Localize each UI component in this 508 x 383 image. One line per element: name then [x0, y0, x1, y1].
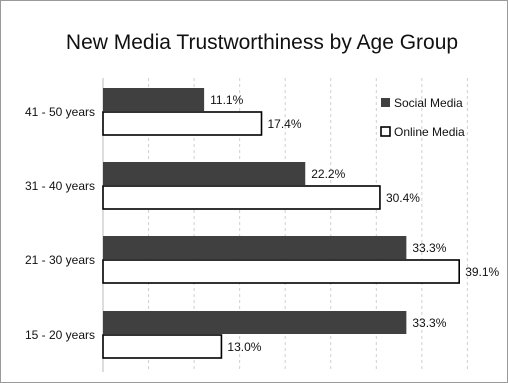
data-label: 33.3% — [412, 241, 446, 255]
social-media-bar — [103, 311, 407, 334]
legend-label: Social Media — [394, 96, 463, 110]
data-label: 13.0% — [227, 340, 261, 354]
value-labels: 11.1% 22.2% 33.3% 33.3% 17.4% 30.4% 39.1% 13.0% — [210, 93, 499, 354]
data-label: 33.3% — [412, 316, 446, 330]
online-media-legend-swatch — [380, 126, 391, 137]
online-media-bar — [102, 185, 381, 210]
category-label: 21 - 30 years — [25, 253, 95, 267]
category-label: 31 - 40 years — [25, 179, 95, 193]
legend-label: Online Media — [394, 125, 465, 139]
category-labels: 41 - 50 years 31 - 40 years 21 - 30 years 1… — [25, 105, 95, 342]
data-label: 39.1% — [465, 265, 499, 279]
chart-title: New Media Trustworthiness by Age Group — [66, 31, 458, 54]
social-media-bar — [103, 162, 306, 185]
bars — [102, 88, 461, 359]
social-media-bar — [103, 88, 205, 111]
data-label: 22.2% — [311, 167, 345, 181]
data-label: 17.4% — [268, 117, 302, 131]
social-media-legend-swatch — [381, 98, 390, 107]
social-media-bar — [103, 236, 407, 259]
legend: Social Media Online Media — [380, 96, 465, 139]
data-label: 11.1% — [210, 93, 243, 107]
category-label: 15 - 20 years — [25, 328, 95, 342]
category-label: 41 - 50 years — [25, 105, 95, 119]
online-media-bar — [102, 334, 223, 359]
online-media-bar — [102, 259, 461, 284]
data-label: 30.4% — [386, 191, 420, 205]
online-media-bar — [102, 111, 263, 136]
